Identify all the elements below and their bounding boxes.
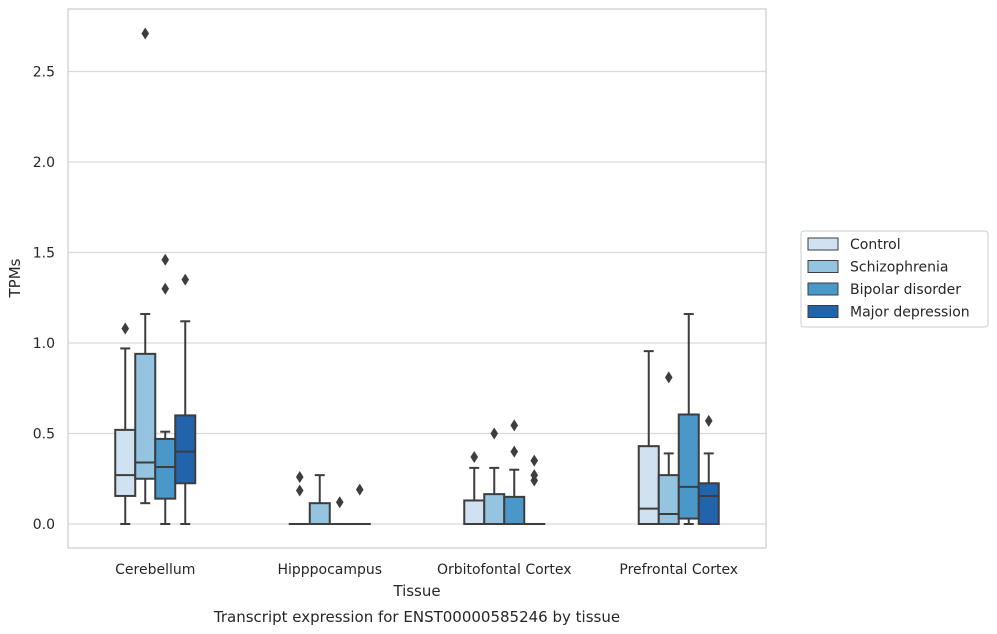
outlier-point (704, 414, 713, 427)
box-bipolar-disorder (154, 253, 177, 525)
box-schizophrenia (134, 27, 157, 505)
chart-caption: Transcript expression for ENST0000058524… (213, 608, 620, 626)
y-tick-label: 2.0 (33, 155, 55, 171)
box-iqr (503, 495, 526, 526)
box-major-depression (174, 273, 197, 525)
legend-frame (800, 230, 989, 328)
outlier-point (510, 445, 519, 458)
box-control (463, 451, 486, 526)
box-bipolar-disorder (503, 419, 526, 526)
legend-swatch (807, 282, 839, 296)
box-groups (114, 27, 720, 526)
box-schizophrenia (308, 474, 331, 525)
box-control (637, 350, 660, 526)
outlier-point (161, 253, 170, 266)
y-tick-label: 1.0 (33, 336, 55, 352)
box-iqr (174, 414, 197, 485)
outlier-point (161, 282, 170, 295)
outlier-point (121, 322, 130, 335)
box-major-depression (523, 454, 546, 526)
box-iqr (637, 445, 660, 526)
outlier-point (141, 27, 150, 40)
box-control (114, 322, 137, 525)
legend-swatch (807, 237, 839, 251)
y-tick-label: 2.5 (33, 65, 55, 81)
box-schizophrenia (657, 371, 680, 526)
legend-label: Schizophrenia (850, 260, 948, 276)
x-axis-label: Tissue (392, 582, 440, 600)
outlier-point (664, 371, 673, 384)
outlier-point (530, 474, 539, 487)
legend-label: Major depression (850, 305, 970, 321)
box-iqr (114, 428, 137, 497)
y-axis-label: TPMs (6, 258, 24, 298)
box-iqr (697, 482, 720, 525)
box-iqr (134, 352, 157, 480)
outlier-point (510, 419, 519, 432)
legend-label: Bipolar disorder (850, 282, 961, 298)
outlier-point (470, 451, 479, 464)
outlier-point (335, 496, 344, 509)
box-iqr (308, 502, 331, 525)
y-tick-label: 1.5 (33, 246, 55, 262)
box-schizophrenia (483, 427, 506, 526)
box-major-depression (348, 483, 371, 526)
outlier-point (181, 273, 190, 286)
legend-swatch (807, 260, 839, 273)
box-iqr (483, 493, 506, 526)
plot-frame (67, 8, 767, 549)
outlier-point (490, 427, 499, 440)
x-tick-labels: Cerebellum Hipppocampus Orbitofontal Corte… (115, 562, 738, 578)
y-tick-label: 0.5 (33, 427, 55, 443)
legend-label: Control (850, 237, 901, 253)
box-bipolar-disorder (328, 496, 351, 526)
box-control (288, 470, 311, 526)
y-tick-label: 0.0 (33, 517, 55, 533)
box-bipolar-disorder (677, 313, 700, 525)
x-tick-label: Orbitofontal Cortex (437, 562, 572, 578)
box-iqr (463, 499, 486, 526)
x-tick-label: Cerebellum (115, 562, 195, 578)
y-tick-labels: 0.0 0.5 1.0 1.5 2.0 2.5 (33, 65, 55, 534)
outlier-point (295, 470, 304, 483)
legend-items: Control Schizophrenia Bipolar disorder Majo… (807, 237, 970, 321)
legend-swatch (807, 305, 839, 318)
legend: Control Schizophrenia Bipolar disorder Majo… (800, 230, 989, 328)
box-iqr (677, 413, 700, 520)
x-tick-label: Hipppocampus (277, 562, 382, 578)
outlier-point (530, 454, 539, 467)
outlier-point (295, 484, 304, 497)
box-iqr (154, 437, 177, 500)
x-tick-label: Prefrontal Cortex (619, 562, 738, 578)
box-iqr (657, 474, 680, 526)
box-major-depression (697, 414, 720, 525)
outlier-point (355, 483, 364, 496)
